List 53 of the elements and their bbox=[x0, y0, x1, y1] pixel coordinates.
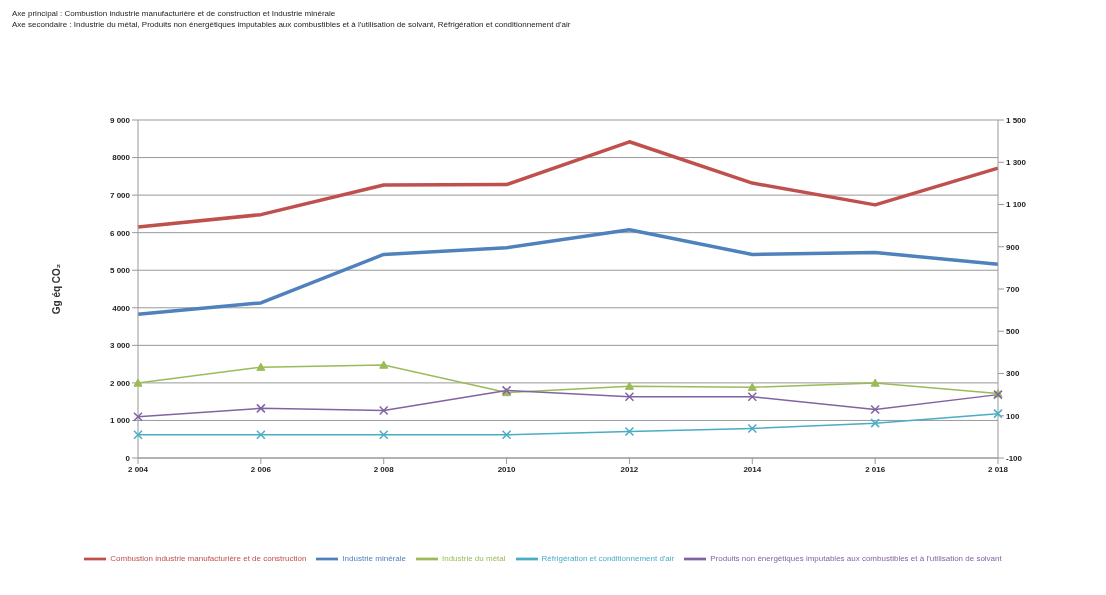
y-tick-label: 5 000 bbox=[109, 266, 131, 276]
y-tick-label: 2 000 bbox=[109, 378, 131, 388]
point bbox=[624, 426, 635, 437]
y-tick-label: 8000 bbox=[112, 153, 131, 163]
y2-tick-label: 300 bbox=[1006, 369, 1020, 379]
y-tick-label: 3 000 bbox=[109, 341, 131, 351]
legend-label: Réfrigération et conditionnement d'air bbox=[541, 554, 675, 564]
point bbox=[624, 381, 634, 390]
point bbox=[993, 408, 1003, 419]
legend-label: Combustion industrie manufacturière et de construction bbox=[110, 554, 307, 564]
point bbox=[870, 378, 880, 387]
legend-label: Industrie minérale bbox=[342, 554, 406, 564]
y2-tick-label: 500 bbox=[1006, 327, 1020, 337]
y-tick-label: 0 bbox=[125, 453, 131, 463]
point bbox=[747, 423, 758, 434]
y2-tick-label: 1 100 bbox=[1006, 200, 1027, 210]
point bbox=[747, 382, 757, 391]
y2-tick-label: 1 300 bbox=[1006, 158, 1027, 168]
point bbox=[133, 430, 143, 440]
point bbox=[624, 391, 635, 402]
point bbox=[379, 360, 389, 369]
x-tick-label: 2 018 bbox=[987, 464, 1009, 474]
point bbox=[870, 404, 880, 415]
point bbox=[256, 403, 266, 414]
x-tick-label: 2014 bbox=[743, 464, 762, 474]
legend-label: Industrie du métal bbox=[441, 554, 506, 564]
y-axis-title: Gg éq CO₂ bbox=[51, 263, 62, 315]
y2-tick-label: 900 bbox=[1006, 242, 1020, 252]
point bbox=[256, 362, 266, 371]
point bbox=[378, 430, 389, 440]
y-tick-label: 9 000 bbox=[109, 115, 131, 125]
x-tick-label: 2010 bbox=[497, 464, 517, 474]
point bbox=[378, 405, 389, 416]
point bbox=[747, 391, 758, 402]
legend-label: Produits non énergétiques imputables aux combustibles et à l'utilisation de solvant bbox=[710, 554, 1002, 564]
y-tick-label: 1 000 bbox=[109, 416, 131, 426]
text: Axe secondaire : Industrie du métal, Produits non énergétiques imputables aux combustibles et à l'utilisation de solvant, Réfrigération et conditionnement d'air bbox=[12, 19, 572, 30]
x-tick-label: 2 006 bbox=[250, 464, 272, 474]
x-tick-label: 2 004 bbox=[127, 464, 149, 474]
x-tick-label: 2012 bbox=[620, 464, 639, 474]
y2-tick-label: -100 bbox=[1006, 453, 1023, 463]
y2-tick-label: 100 bbox=[1006, 411, 1020, 421]
y-tick-label: 4000 bbox=[112, 303, 131, 313]
y-tick-label: 7 000 bbox=[109, 190, 131, 200]
y2-tick-label: 1 500 bbox=[1006, 115, 1027, 125]
x-tick-label: 2 008 bbox=[373, 464, 395, 474]
point bbox=[501, 430, 512, 440]
point bbox=[870, 418, 880, 428]
x-tick-label: 2 016 bbox=[865, 464, 886, 474]
text: Axe principal : Combustion industrie manufacturière et de construction et Industrie minérale bbox=[12, 8, 337, 19]
y-tick-label: 6 000 bbox=[109, 228, 131, 238]
point bbox=[256, 430, 266, 440]
y2-tick-label: 700 bbox=[1006, 284, 1020, 294]
